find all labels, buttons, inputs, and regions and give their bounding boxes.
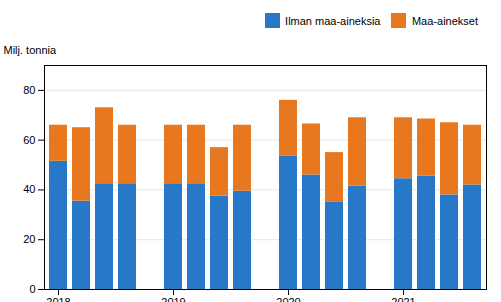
html-text:Ilman maa-aineksia: Ilman maa-aineksia	[285, 14, 381, 27]
svg-text:0: 0	[29, 283, 35, 295]
svg-text:80: 80	[23, 83, 35, 95]
svg-text:2021: 2021	[391, 296, 415, 302]
svg-text:2020: 2020	[276, 296, 300, 302]
svg-text:2019: 2019	[161, 296, 185, 302]
svg-text:2018: 2018	[46, 296, 70, 302]
svg-text:Milj. tonnia: Milj. tonnia	[4, 44, 57, 56]
svg-text:40: 40	[23, 183, 35, 195]
svg-text:60: 60	[23, 133, 35, 145]
html-text:Maa-ainekset: Maa-ainekset	[412, 14, 478, 27]
svg-text:20: 20	[23, 233, 35, 245]
